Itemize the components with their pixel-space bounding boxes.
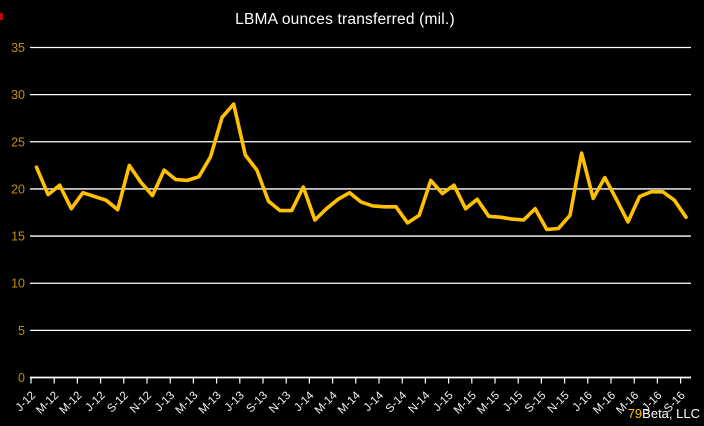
y-tick-label: 25: [11, 135, 25, 149]
x-tick-label: N-12: [128, 390, 154, 416]
watermark-suffix: Beta, LLC: [642, 406, 700, 421]
y-tick-label: 5: [18, 324, 25, 338]
chart-title: LBMA ounces transferred (mil.): [235, 11, 455, 28]
x-tick-label: M-12: [34, 390, 61, 417]
x-tick-label: J-12: [83, 390, 107, 414]
x-tick-label: J-13: [153, 390, 177, 414]
x-tick-label: N-13: [267, 390, 293, 416]
x-tick-label: S-15: [523, 390, 549, 416]
x-tick-label: J-12: [14, 390, 38, 414]
x-tick-label: S-14: [384, 389, 410, 415]
x-tick-label: M-15: [475, 390, 502, 417]
x-tick-label: J-15: [431, 390, 455, 414]
x-tick-label: M-14: [313, 389, 340, 416]
x-tick-label: M-15: [452, 390, 479, 417]
x-tick-label: J-14: [362, 389, 387, 414]
x-tick-label: S-12: [105, 390, 131, 416]
x-tick-label: M-14: [336, 389, 363, 416]
y-tick-label: 30: [11, 88, 25, 102]
x-tick-label: J-13: [223, 390, 247, 414]
edge-artifact: [0, 13, 3, 20]
x-tick-label: J-16: [571, 390, 595, 414]
data-series-line: [34, 102, 688, 232]
watermark: 79Beta, LLC: [628, 406, 700, 421]
x-tick-label: M-12: [58, 390, 85, 417]
x-tick-label: N-14: [406, 389, 433, 416]
x-tick-label: N-15: [546, 390, 572, 416]
watermark-prefix: 79: [627, 406, 643, 421]
x-tick-label: S-13: [244, 390, 270, 416]
x-tick-label: J-14: [292, 389, 317, 414]
x-tick-label: J-15: [501, 390, 525, 414]
y-tick-label: 10: [11, 277, 25, 291]
x-tick-label: M-13: [197, 390, 224, 417]
y-tick-label: 35: [11, 41, 25, 55]
x-tick-label: M-16: [591, 390, 618, 417]
x-tick-label: M-13: [174, 390, 201, 417]
y-tick-label: 15: [11, 230, 25, 244]
y-tick-label: 0: [18, 371, 25, 385]
y-tick-label: 20: [11, 182, 25, 196]
